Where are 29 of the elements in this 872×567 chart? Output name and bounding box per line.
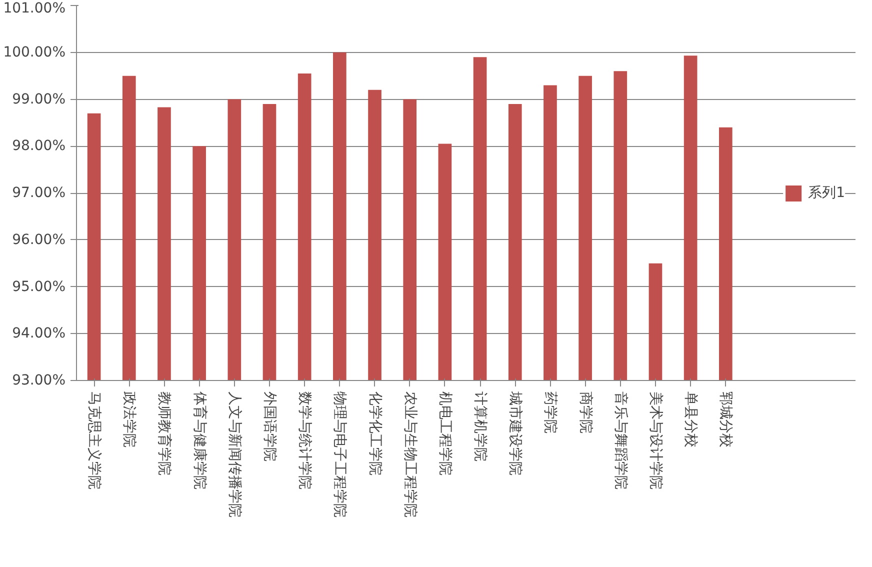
y-tick-label: 98.00% (12, 138, 66, 154)
x-tick-label: 政法学院 (121, 392, 138, 448)
y-tick-label: 99.00% (12, 91, 66, 108)
x-tick-label: 教师教育学院 (156, 392, 174, 476)
y-tick-label: 101.00% (3, 0, 66, 16)
x-tick-label: 机电工程学院 (436, 392, 453, 476)
x-tick-label: 单县分校 (682, 392, 699, 448)
x-tick-label: 计算机学院 (472, 392, 488, 462)
x-tick-label: 外国语学院 (261, 392, 278, 462)
x-tick-label: 药学院 (542, 392, 558, 434)
x-tick-label: 郓城分校 (718, 392, 734, 448)
x-tick-label: 音乐与舞蹈学院 (612, 392, 628, 490)
x-tick-label: 美术与设计学院 (647, 392, 664, 490)
x-tick-label: 城市建设学院 (507, 390, 524, 476)
x-tick-label: 马克思主义学院 (86, 392, 102, 490)
y-tick-label: 96.00% (12, 232, 66, 248)
y-tick-label: 97.00% (12, 185, 66, 201)
x-tick-label: 体育与健康学院 (191, 392, 208, 490)
legend-label: 系列1 (808, 184, 845, 202)
x-tick-label: 物理与电子工程学院 (332, 392, 348, 518)
x-tick-label: 数学与统计学院 (296, 392, 313, 490)
x-tick-label: 农业与生物工程学院 (402, 392, 418, 518)
y-tick-label: 94.00% (12, 326, 66, 342)
y-tick-label: 100.00% (3, 44, 66, 60)
x-tick-label: 商学院 (577, 392, 594, 434)
x-tick-label: 人文与新闻传播学院 (226, 392, 242, 518)
y-tick-label: 93.00% (12, 372, 66, 388)
y-tick-label: 95.00% (12, 278, 66, 295)
x-tick-label: 化学化工学院 (366, 392, 383, 476)
